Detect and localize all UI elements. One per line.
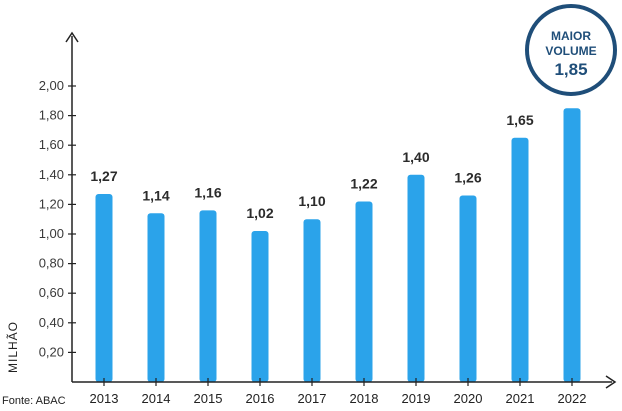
y-axis-label: MILHÃO [6,321,20,373]
y-tick-label: 1,80 [39,108,64,123]
data-label-2015: 1,16 [194,184,221,200]
x-tick-label-2014: 2014 [142,391,171,406]
data-label-2016: 1,02 [246,205,273,221]
bar-2019 [407,174,425,382]
x-axis-ticks: 2013 2014 2015 2016 2017 2018 2019 2020 2021 2022 [90,378,587,406]
badge-circle [525,4,617,96]
x-axis-arrow [605,375,617,389]
y-axis-ticks: 0,20 0,40 0,60 0,80 1,00 1,20 1,40 1,60 1,80 2,00 [39,78,76,359]
bar-2015 [199,210,217,382]
data-label-2018: 1,22 [350,175,377,191]
bar-2017 [303,219,321,382]
bar-2020 [459,195,477,382]
y-tick-label: 0,60 [39,285,64,300]
data-label-2021: 1,65 [506,112,533,128]
y-tick-label: 0,20 [39,344,64,359]
x-tick-label-2022: 2022 [558,391,587,406]
y-tick-label: 0,80 [39,256,64,271]
bar-2022 [563,108,581,382]
y-axis-arrow [65,31,79,43]
y-tick-label: 1,00 [39,226,64,241]
bar-2018 [355,201,373,382]
badge-value: 1,85 [554,60,587,79]
bar-2014 [147,213,165,382]
y-tick-label: 2,00 [39,78,64,93]
source-note: Fonte: ABAC [2,395,66,407]
badge-line-2: VOLUME [545,44,596,58]
bars [95,108,581,382]
data-labels: 1,27 1,14 1,16 1,02 1,10 1,22 1,40 1,26 1,65 [90,112,533,221]
y-tick-label: 1,20 [39,196,64,211]
data-label-2013: 1,27 [90,168,117,184]
data-label-2020: 1,26 [454,170,481,186]
bar-2021 [511,137,529,382]
x-tick-label-2018: 2018 [350,391,379,406]
x-tick-label-2021: 2021 [506,391,535,406]
y-tick-label: 0,40 [39,315,64,330]
y-tick-label: 1,60 [39,137,64,152]
data-label-2019: 1,40 [402,149,429,165]
x-tick-label-2013: 2013 [90,391,119,406]
data-label-2014: 1,14 [142,187,169,203]
x-tick-label-2017: 2017 [298,391,327,406]
x-tick-label-2016: 2016 [246,391,275,406]
bar-2016 [251,231,269,382]
highest-volume-badge: MAIOR VOLUME 1,85 [525,4,617,96]
bar-2013 [95,194,113,382]
x-tick-label-2019: 2019 [402,391,431,406]
data-label-2017: 1,10 [298,193,325,209]
badge-line-1: MAIOR [551,29,591,43]
x-tick-label-2020: 2020 [454,391,483,406]
x-tick-label-2015: 2015 [194,391,223,406]
y-tick-label: 1,40 [39,167,64,182]
